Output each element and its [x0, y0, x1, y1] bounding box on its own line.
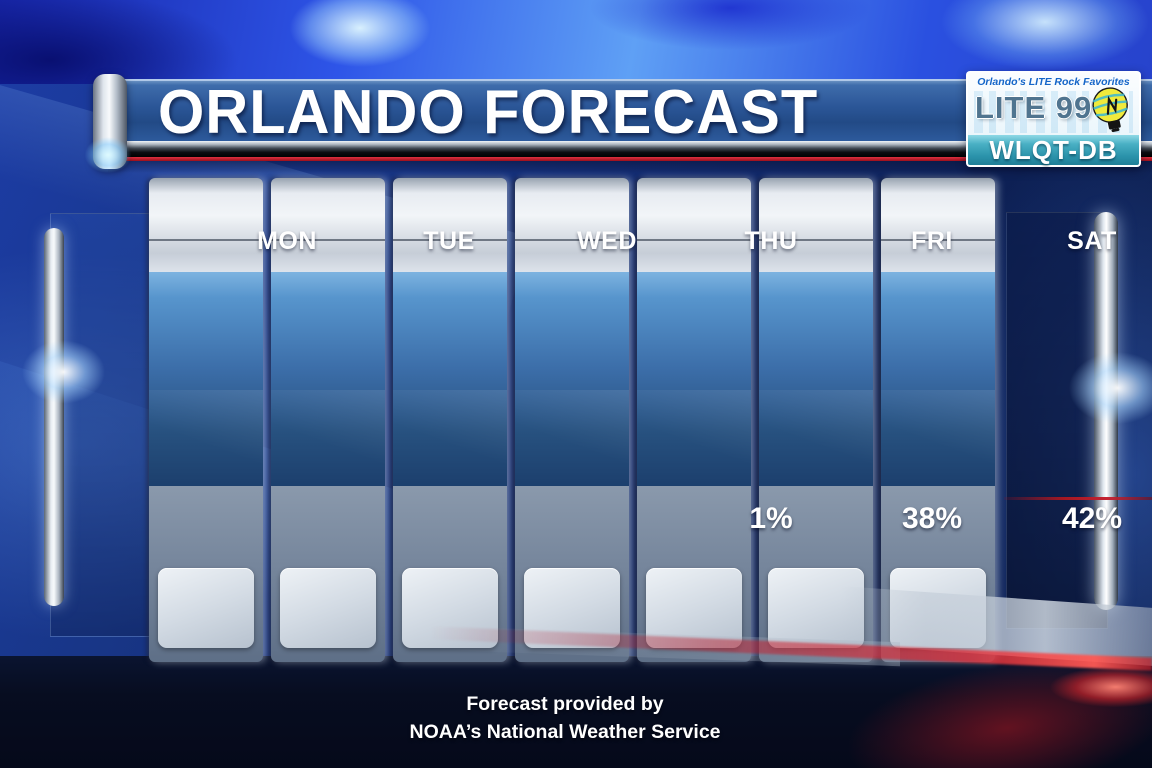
day-label-mon: MON [257, 227, 317, 255]
precip-percent-sat: 42% [1061, 502, 1123, 535]
attribution-line1: Forecast provided by [466, 693, 664, 715]
logo-tagline: Orlando's LITE Rock Favorites [977, 76, 1130, 88]
icon-chip-placeholder [646, 568, 742, 648]
day-label-sat: SAT [1067, 227, 1117, 255]
left-glass-panel [50, 213, 154, 637]
forecast-column [515, 178, 629, 662]
red-laser-line [1004, 497, 1152, 500]
logo-station-name: LITE 99 [975, 90, 1093, 125]
logo-call-sign: WLQT-DB [989, 135, 1118, 165]
forecast-column [393, 178, 507, 662]
precip-percent-fri: 38% [901, 502, 963, 535]
header-metal-band [108, 141, 1152, 157]
icon-chip-placeholder [158, 568, 254, 648]
day-label-wed: WED [577, 227, 637, 255]
day-label-thu: THU [744, 227, 798, 255]
forecast-column [637, 178, 751, 662]
attribution-line2: NOAA’s National Weather Service [409, 721, 721, 743]
left-lens-flare [6, 328, 121, 416]
right-lens-flare [1050, 338, 1152, 438]
forecast-column [149, 178, 263, 662]
header-chrome-endcap [77, 74, 139, 179]
icon-chip-placeholder [280, 568, 376, 648]
sky-band-background [0, 0, 1152, 84]
page-title: ORLANDO FORECAST [158, 78, 819, 147]
attribution-footer: Forecast provided by NOAA’s National Wea… [409, 690, 720, 746]
lightbulb-icon [1092, 87, 1128, 133]
forecast-column [271, 178, 385, 662]
logo-callsign-band [968, 135, 1139, 165]
precip-percent-thu: 1% [749, 502, 793, 535]
day-label-fri: FRI [911, 227, 953, 255]
header-shadow [108, 161, 1152, 173]
station-logo: Orlando's LITE Rock Favorites LITE 99 WL… [966, 71, 1141, 167]
day-label-tue: TUE [423, 227, 475, 255]
header-red-line [108, 157, 1152, 161]
left-chrome-pillar [44, 228, 64, 606]
